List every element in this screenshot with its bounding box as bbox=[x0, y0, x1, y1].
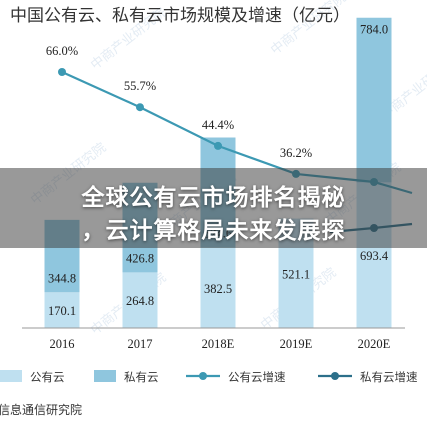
label-public-2019E: 521.1 bbox=[282, 267, 310, 281]
label-private-2020E: 784.0 bbox=[360, 23, 388, 37]
bar-public-2018E bbox=[200, 247, 236, 328]
point-public-growth-2018E bbox=[214, 141, 222, 150]
headline-line-1: 全球公有云市场排名揭秘 bbox=[81, 185, 346, 211]
legend-label-2: 公有云增速 bbox=[228, 370, 286, 384]
x-tick-2020E: 2020E bbox=[358, 337, 391, 351]
label-public-2017: 264.8 bbox=[126, 294, 154, 308]
point-public-growth-2016 bbox=[58, 68, 66, 76]
label-public-growth-2018E: 44.4% bbox=[202, 118, 234, 132]
legend-label-1: 私有云 bbox=[124, 370, 159, 384]
bar-private-2020E bbox=[356, 17, 392, 183]
point-public-growth-2017 bbox=[136, 103, 144, 112]
label-public-2016: 170.1 bbox=[48, 304, 76, 318]
legend-marker-2 bbox=[199, 372, 207, 380]
bar-public-2017 bbox=[122, 272, 158, 328]
x-tick-2017: 2017 bbox=[128, 337, 153, 351]
label-public-2018E: 382.5 bbox=[204, 282, 232, 296]
label-public-growth-2019E: 36.2% bbox=[280, 146, 312, 160]
label-public-growth-2016: 66.0% bbox=[46, 44, 78, 58]
label-private-2017: 426.8 bbox=[126, 251, 154, 265]
label-private-2016: 344.8 bbox=[48, 271, 76, 285]
legend-swatch-1 bbox=[94, 370, 116, 382]
label-public-growth-2017: 55.7% bbox=[124, 79, 156, 93]
x-tick-labels: 2016 2017 2018E 2019E 2020E bbox=[50, 337, 391, 351]
label-public-2020E: 693.4 bbox=[360, 249, 389, 263]
x-tick-2019E: 2019E bbox=[280, 337, 313, 351]
legend-label-3: 私有云增速 bbox=[360, 370, 418, 384]
legend-swatch-0 bbox=[0, 370, 22, 382]
bar-public-2016 bbox=[44, 292, 80, 328]
chart-title: 中国公有云、私有云市场规模及增速（亿元） bbox=[10, 6, 350, 26]
x-tick-2018E: 2018E bbox=[202, 337, 235, 351]
legend: 公有云 私有云 公有云增速 私有云增速 bbox=[0, 370, 418, 384]
legend-label-0: 公有云 bbox=[30, 370, 65, 384]
x-tick-2016: 2016 bbox=[50, 337, 75, 351]
legend-marker-3 bbox=[331, 372, 339, 380]
headline-line-2: ，云计算格局未来发展探 bbox=[81, 218, 346, 244]
source-text: 信息通信研究院 bbox=[0, 402, 82, 417]
headline-banner[interactable]: 全球公有云市场排名揭秘 ，云计算格局未来发展探 bbox=[0, 168, 427, 248]
